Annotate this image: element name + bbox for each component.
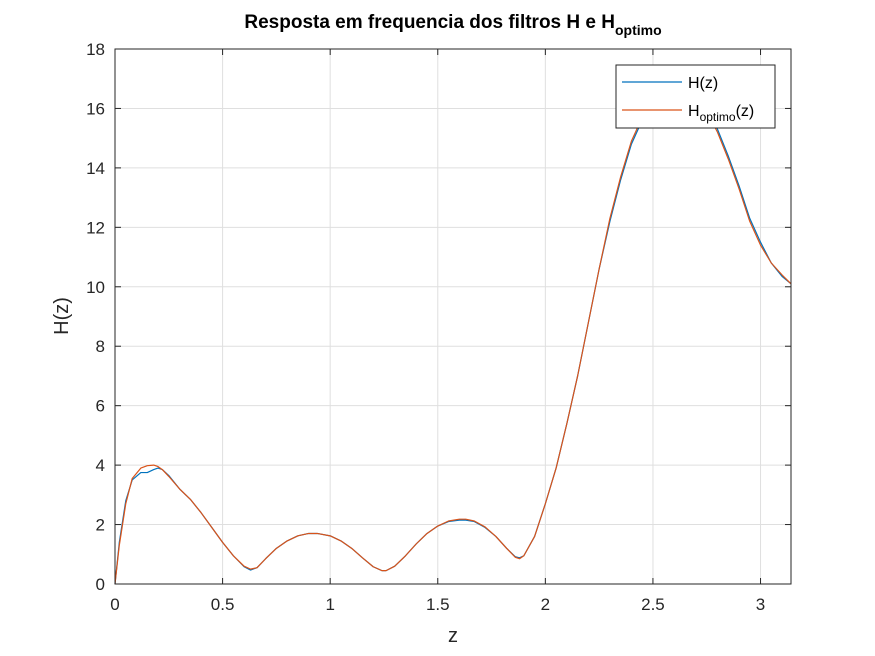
y-tick-label: 4 [96,456,105,475]
x-tick-label: 2.5 [641,595,665,614]
y-tick-label: 2 [96,516,105,535]
legend-entry-hoptimo-tail: (z) [736,103,755,120]
legend-entry-hoptimo-main: H [688,103,700,120]
plot-axes: 0 0.5 1 1.5 2 2.5 3 0 2 4 6 8 10 12 14 16 18 [86,40,792,614]
plot-area [115,49,791,584]
y-axis-label: H(z) [51,297,73,335]
legend-entry-h-main: H(z) [688,75,718,92]
x-tick-label: 1.5 [426,595,450,614]
plot-frame [114,48,792,585]
x-axis-label: z [448,625,458,647]
y-tick-label: 18 [86,40,105,59]
y-tick-label: 16 [86,99,105,118]
y-tick-label: 14 [86,159,105,178]
x-tick-label: 0.5 [211,595,235,614]
y-tick-label: 12 [86,218,105,237]
chart-title: Resposta em frequencia dos filtros H e H… [244,12,661,38]
y-tick-label: 10 [86,278,105,297]
chart-title-subscript: optimo [615,22,662,38]
y-tick-label: 8 [96,337,105,356]
x-tick-label: 1 [325,595,334,614]
y-tick-label: 0 [96,575,105,594]
ticks: 0 0.5 1 1.5 2 2.5 3 0 2 4 6 8 10 12 14 16 18 [86,40,791,614]
grid [115,49,791,584]
legend-box [615,64,776,129]
x-tick-label: 2 [541,595,550,614]
legend-entry-hoptimo: Hoptimo(z) [688,103,754,124]
legend: H(z) Hoptimo(z) [615,64,776,129]
legend-entry-hoptimo-sub: optimo [700,110,736,124]
x-tick-label: 0 [110,595,119,614]
legend-entry-h: H(z) [688,75,718,92]
x-tick-label: 3 [756,595,765,614]
chart-title-main: Resposta em frequencia dos filtros H e H [244,12,615,33]
y-tick-label: 6 [96,397,105,416]
